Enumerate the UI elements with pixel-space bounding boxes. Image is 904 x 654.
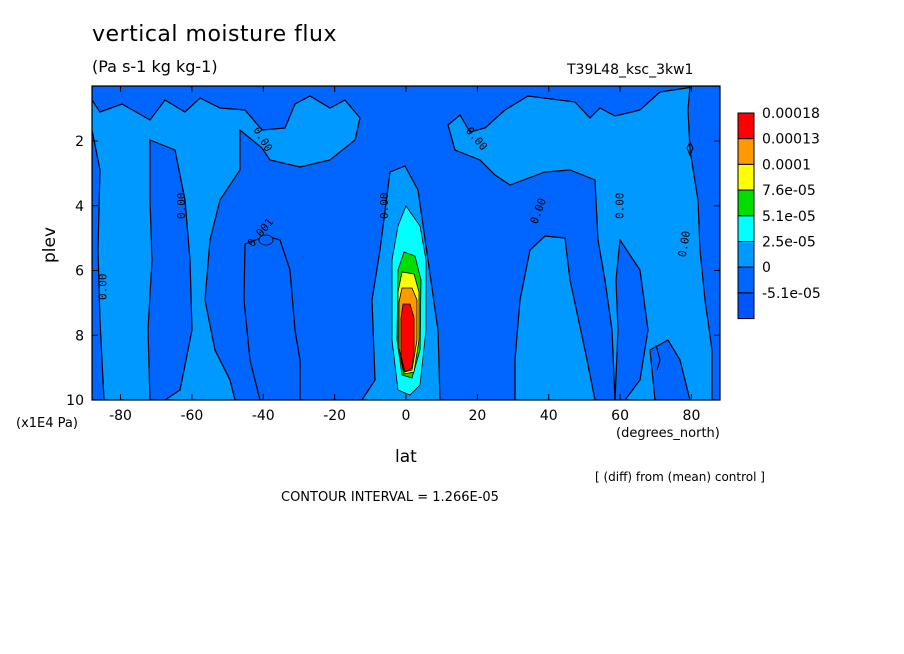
x-tick-label: -60 [180,408,203,424]
negative-region-left-strip [92,129,105,400]
colorbar-swatch [737,163,755,191]
negative-region-bottom-right [649,339,691,400]
y-tick-label: 2 [75,134,84,150]
axes-layer: -80 -60 -40 -20 0 20 40 60 80 2 4 6 8 10 [66,86,720,424]
x-tick-label: 60 [611,408,629,424]
colorbar-level-label: 0.00013 [762,132,820,148]
contour-label: 0.00 [676,230,693,258]
y-tick-label: 10 [66,393,84,409]
run-id-label: T39L48_ksc_3kw1 [567,62,694,78]
small-contour-feature-2 [686,140,694,157]
colorbar-level-label: 0.0001 [762,157,811,173]
x-axis-unit: (degrees_north) [616,426,720,441]
x-tick-label: 40 [540,408,558,424]
x-tick-label: 0 [402,408,411,424]
colorbar-swatch [737,112,755,140]
negative-region-right [687,86,720,400]
chart-title: vertical moisture flux [92,22,337,47]
x-tick-label: 80 [683,408,701,424]
contour-label: 0.00 [175,193,188,220]
colorbar-level-label: 0.00018 [762,106,820,122]
y-tick-label: 8 [75,328,84,344]
negative-region-left-center [147,139,193,400]
contour-label: 0.00 [614,193,627,220]
colorbar-level-label: 2.5e-05 [762,235,816,251]
x-axis-label: lat [395,447,417,467]
diff-note: [ (diff) from (mean) control ] [595,470,765,484]
y-axis-unit: (x1E4 Pa) [16,416,78,431]
contour-interval-label: CONTOUR INTERVAL = 1.266E-05 [281,490,499,505]
x-tick-label: -20 [323,408,346,424]
small-contour-feature [655,344,661,371]
core-0.00018 [400,303,415,373]
x-tick-label: -40 [252,408,275,424]
contour-fill-layer [92,86,720,400]
colorbar-swatch [737,138,755,165]
x-tick-label: 20 [468,408,486,424]
colorbar-swatch [737,292,755,320]
negative-region-top [92,86,701,400]
colorbar-legend: 0.00018 0.00013 0.0001 7.6e-05 5.1e-05 2.5e-0… [737,106,821,320]
colorbar-swatch [737,241,755,268]
y-tick-label: 4 [75,199,84,215]
colorbar-level-label: 7.6e-05 [762,183,816,199]
y-axis-label: plev [40,226,60,263]
colorbar-level-label: 5.1e-05 [762,209,816,225]
colorbar-level-label: 0 [762,260,771,276]
x-tick-label: -80 [109,408,132,424]
small-negative-patch [258,234,274,246]
colorbar-level-label: -5.1e-05 [762,286,821,302]
colorbar-swatch [737,266,755,294]
y-tick-label: 6 [75,264,84,280]
colorbar-swatch [737,215,755,243]
negative-region-mid-right [614,238,649,400]
contour-label: 0.00 [96,273,109,300]
colorbar-swatch [737,189,755,217]
contour-label: 0.00 [378,193,391,220]
chart-units: (Pa s-1 kg kg-1) [92,57,218,76]
